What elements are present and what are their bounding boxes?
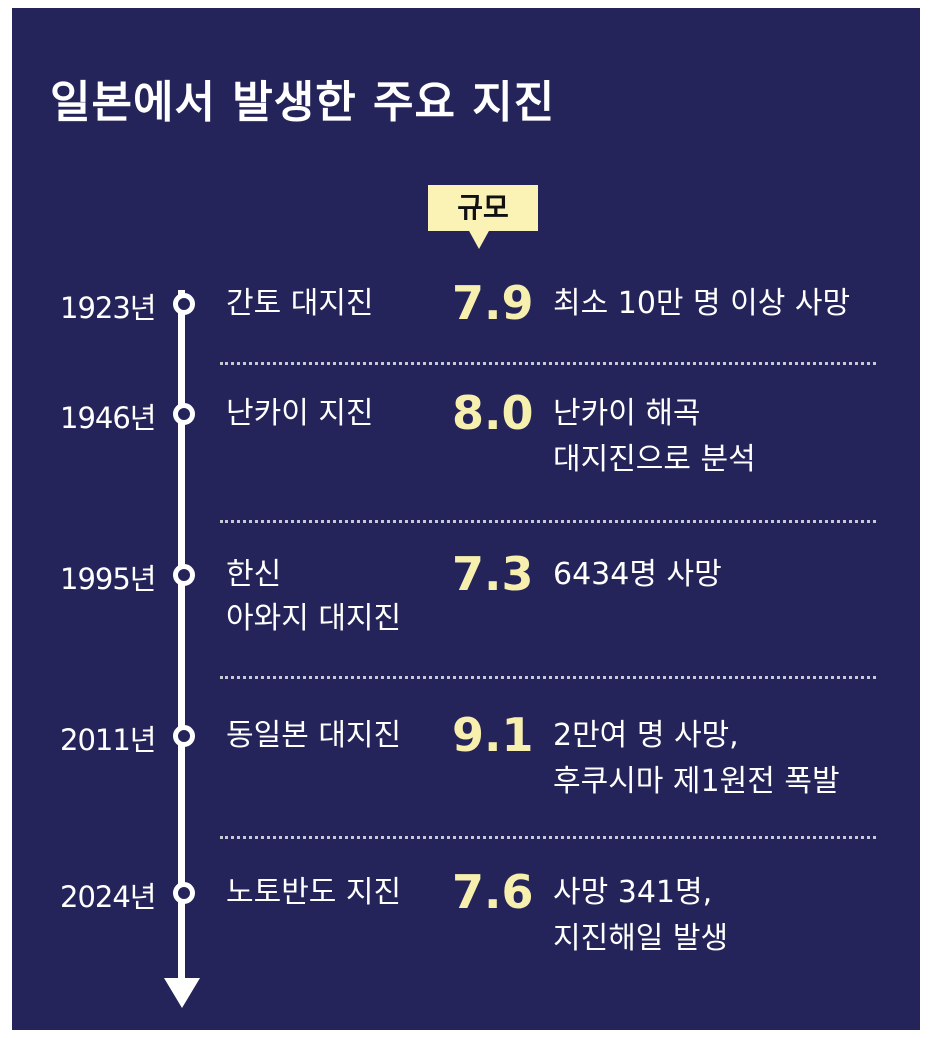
row-divider [220,836,876,839]
event-description: 6434명 사망 [553,552,722,598]
event-magnitude: 7.6 [452,865,534,919]
event-description-line: 지진해일 발생 [553,921,729,956]
event-description-line: 6434명 사망 [553,557,722,592]
down-arrow-icon [164,978,200,1008]
circle-dot-icon [173,293,195,315]
event-magnitude: 9.1 [452,708,534,762]
event-name-line: 한신 [226,557,282,592]
event-description-line: 사망 341명, [553,875,713,910]
event-magnitude: 8.0 [452,386,534,440]
event-name: 간토 대지진 [226,282,374,326]
event-name-line: 동일본 대지진 [226,718,402,753]
event-description: 2만여 명 사망, 후쿠시마 제1원전 폭발 [553,713,840,805]
event-description-line: 후쿠시마 제1원전 폭발 [553,764,840,799]
callout-box [428,185,538,231]
circle-dot-icon [173,564,195,586]
event-description-line: 대지진으로 분석 [553,442,756,477]
event-year: 1946년 [60,401,156,435]
magnitude-callout: 규모 [428,185,538,249]
event-year: 1923년 [60,291,156,325]
event-name-line: 간토 대지진 [226,286,374,321]
event-year: 2011년 [60,723,156,757]
infographic-panel [12,8,920,1030]
callout-pointer-icon [468,229,490,249]
event-name: 동일본 대지진 [226,714,401,758]
row-divider [220,520,876,523]
event-description-line: 2만여 명 사망, [553,718,739,753]
event-year: 2024년 [60,880,156,914]
event-name-line: 노토반도 지진 [226,875,402,910]
event-description-line: 최소 10만 명 이상 사망 [553,286,851,321]
row-divider [220,362,876,365]
circle-dot-icon [173,725,195,747]
event-description: 최소 10만 명 이상 사망 [553,281,850,327]
event-year: 1995년 [60,562,156,596]
event-name-line: 난카이 지진 [226,396,374,431]
row-divider [220,676,876,679]
event-name: 노토반도 지진 [226,871,401,915]
callout-label: 규모 [457,191,509,224]
timeline-axis [178,290,185,990]
circle-dot-icon [173,403,195,425]
event-description: 사망 341명, 지진해일 발생 [553,870,728,962]
event-description-line: 난카이 해곡 [553,396,701,431]
event-name: 난카이 지진 [226,392,374,436]
circle-dot-icon [173,882,195,904]
page-title: 일본에서 발생한 주요 지진 [50,77,556,128]
event-name-line: 아와지 대지진 [226,601,402,636]
event-magnitude: 7.3 [452,547,534,601]
event-magnitude: 7.9 [452,276,534,330]
